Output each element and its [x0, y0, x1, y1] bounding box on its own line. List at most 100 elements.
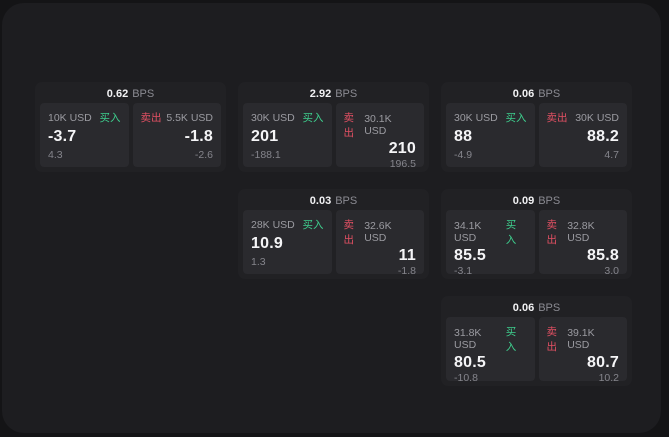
card-header: 0.06 BPS [446, 300, 627, 317]
sell-main-value: 11 [398, 247, 416, 264]
sell-panel[interactable]: 卖出 32.6K USD 11 -1.8 [335, 210, 424, 277]
bps-value: 0.06 [512, 88, 535, 100]
sell-main-value: -1.8 [184, 128, 213, 145]
sell-side-label: 卖出 [343, 112, 355, 139]
spread-card: 0.62 BPS 10K USD 买入 -3.7 4.3 卖出 5.5K USD… [35, 82, 226, 172]
sell-amount: 32.6K USD [364, 220, 392, 244]
sell-amount: 30.1K USD [364, 113, 392, 137]
bps-value: 0.09 [512, 195, 535, 207]
spread-card: 0.09 BPS 34.1K USD 买入 85.5 -3.1 卖出 32.8K… [441, 189, 632, 279]
card-header: 0.62 BPS [40, 86, 221, 103]
buy-panel[interactable]: 28K USD 买入 10.9 1.3 [243, 210, 332, 274]
buy-main-value: 10.9 [251, 235, 283, 252]
sell-panel-header: 卖出 30K USD [547, 110, 620, 125]
spread-cards-grid: 0.62 BPS 10K USD 买入 -3.7 4.3 卖出 5.5K USD… [35, 82, 632, 386]
bps-unit-label: BPS [538, 195, 561, 207]
sell-delta-value: -1.8 [397, 265, 416, 277]
sell-side-label: 卖出 [546, 112, 568, 124]
bps-value: 0.62 [106, 88, 129, 100]
bps-unit-label: BPS [335, 195, 358, 207]
buy-amount: 10K USD [48, 111, 92, 124]
buy-side-label: 买入 [302, 112, 324, 124]
card-header: 2.92 BPS [243, 86, 424, 103]
sell-panel[interactable]: 卖出 32.8K USD 85.8 3.0 [538, 210, 627, 277]
buy-side-label: 买入 [505, 112, 527, 124]
card-body: 10K USD 买入 -3.7 4.3 卖出 5.5K USD -1.8 -2.… [40, 103, 221, 167]
sell-panel[interactable]: 卖出 30K USD 88.2 4.7 [538, 103, 627, 167]
sell-amount: 39.1K USD [567, 327, 595, 351]
buy-panel[interactable]: 34.1K USD 买入 85.5 -3.1 [446, 210, 535, 277]
buy-side-label: 买入 [302, 219, 324, 231]
sell-panel-header: 卖出 39.1K USD [547, 324, 620, 354]
sell-side-label: 卖出 [343, 219, 355, 246]
sell-amount: 32.8K USD [567, 220, 595, 244]
card-column-2: 2.92 BPS 30K USD 买入 201 -188.1 卖出 30.1K … [238, 82, 429, 279]
sell-main-value: 85.8 [587, 247, 619, 264]
sell-panel[interactable]: 卖出 30.1K USD 210 196.5 [335, 103, 424, 170]
buy-amount: 30K USD [251, 111, 295, 124]
spread-card: 2.92 BPS 30K USD 买入 201 -188.1 卖出 30.1K … [238, 82, 429, 172]
buy-panel-header: 30K USD 买入 [251, 110, 324, 125]
card-body: 34.1K USD 买入 85.5 -3.1 卖出 32.8K USD 85.8… [446, 210, 627, 277]
sell-panel[interactable]: 卖出 5.5K USD -1.8 -2.6 [132, 103, 221, 167]
sell-amount: 5.5K USD [166, 111, 213, 124]
buy-side-label: 买入 [99, 112, 121, 124]
buy-main-value: 85.5 [454, 247, 486, 264]
buy-main-value: 88 [454, 128, 473, 145]
buy-amount: 30K USD [454, 111, 498, 124]
card-header: 0.09 BPS [446, 193, 627, 210]
buy-main-value: -3.7 [48, 128, 77, 145]
spread-card: 0.06 BPS 31.8K USD 买入 80.5 -10.8 卖出 39.1… [441, 296, 632, 386]
bps-unit-label: BPS [538, 88, 561, 100]
buy-delta-value: 4.3 [48, 149, 63, 161]
buy-panel[interactable]: 30K USD 买入 88 -4.9 [446, 103, 535, 167]
buy-panel[interactable]: 31.8K USD 买入 80.5 -10.8 [446, 317, 535, 384]
buy-panel-header: 31.8K USD 买入 [454, 324, 527, 354]
card-header: 0.06 BPS [446, 86, 627, 103]
card-column-1: 0.62 BPS 10K USD 买入 -3.7 4.3 卖出 5.5K USD… [35, 82, 226, 172]
sell-main-value: 88.2 [587, 128, 619, 145]
buy-amount: 34.1K USD [454, 220, 482, 244]
card-body: 30K USD 买入 88 -4.9 卖出 30K USD 88.2 4.7 [446, 103, 627, 167]
buy-side-label: 买入 [505, 326, 517, 353]
buy-delta-value: 1.3 [251, 256, 266, 268]
sell-delta-value: 3.0 [604, 265, 619, 277]
buy-side-label: 买入 [505, 219, 517, 246]
sell-main-value: 80.7 [587, 354, 619, 371]
bps-unit-label: BPS [132, 88, 155, 100]
sell-panel-header: 卖出 30.1K USD [344, 110, 417, 140]
sell-side-label: 卖出 [546, 219, 558, 246]
buy-amount: 31.8K USD [454, 327, 482, 351]
sell-main-value: 210 [388, 140, 416, 157]
sell-side-label: 卖出 [546, 326, 558, 353]
spread-card: 0.03 BPS 28K USD 买入 10.9 1.3 卖出 32.6K US… [238, 189, 429, 279]
buy-main-value: 80.5 [454, 354, 486, 371]
buy-panel[interactable]: 10K USD 买入 -3.7 4.3 [40, 103, 129, 167]
sell-panel-header: 卖出 5.5K USD [141, 110, 214, 125]
card-column-3: 0.06 BPS 30K USD 买入 88 -4.9 卖出 30K USD 8… [441, 82, 632, 386]
sell-delta-value: 10.2 [598, 372, 619, 384]
card-body: 31.8K USD 买入 80.5 -10.8 卖出 39.1K USD 80.… [446, 317, 627, 384]
buy-panel-header: 10K USD 买入 [48, 110, 121, 125]
sell-panel-header: 卖出 32.6K USD [344, 217, 417, 247]
sell-amount: 30K USD [575, 111, 619, 124]
buy-delta-value: -188.1 [251, 149, 281, 161]
sell-panel-header: 卖出 32.8K USD [547, 217, 620, 247]
buy-panel-header: 28K USD 买入 [251, 217, 324, 232]
sell-delta-value: 196.5 [389, 158, 416, 170]
buy-delta-value: -4.9 [454, 149, 473, 161]
buy-main-value: 201 [251, 128, 279, 145]
buy-delta-value: -10.8 [454, 372, 478, 384]
sell-delta-value: -2.6 [194, 149, 213, 161]
bps-value: 0.03 [309, 195, 332, 207]
sell-side-label: 卖出 [140, 112, 162, 124]
bps-value: 2.92 [309, 88, 332, 100]
buy-amount: 28K USD [251, 218, 295, 231]
buy-panel-header: 30K USD 买入 [454, 110, 527, 125]
card-body: 30K USD 买入 201 -188.1 卖出 30.1K USD 210 1… [243, 103, 424, 170]
bps-unit-label: BPS [335, 88, 358, 100]
sell-panel[interactable]: 卖出 39.1K USD 80.7 10.2 [538, 317, 627, 384]
buy-panel[interactable]: 30K USD 买入 201 -188.1 [243, 103, 332, 167]
bps-unit-label: BPS [538, 302, 561, 314]
card-header: 0.03 BPS [243, 193, 424, 210]
